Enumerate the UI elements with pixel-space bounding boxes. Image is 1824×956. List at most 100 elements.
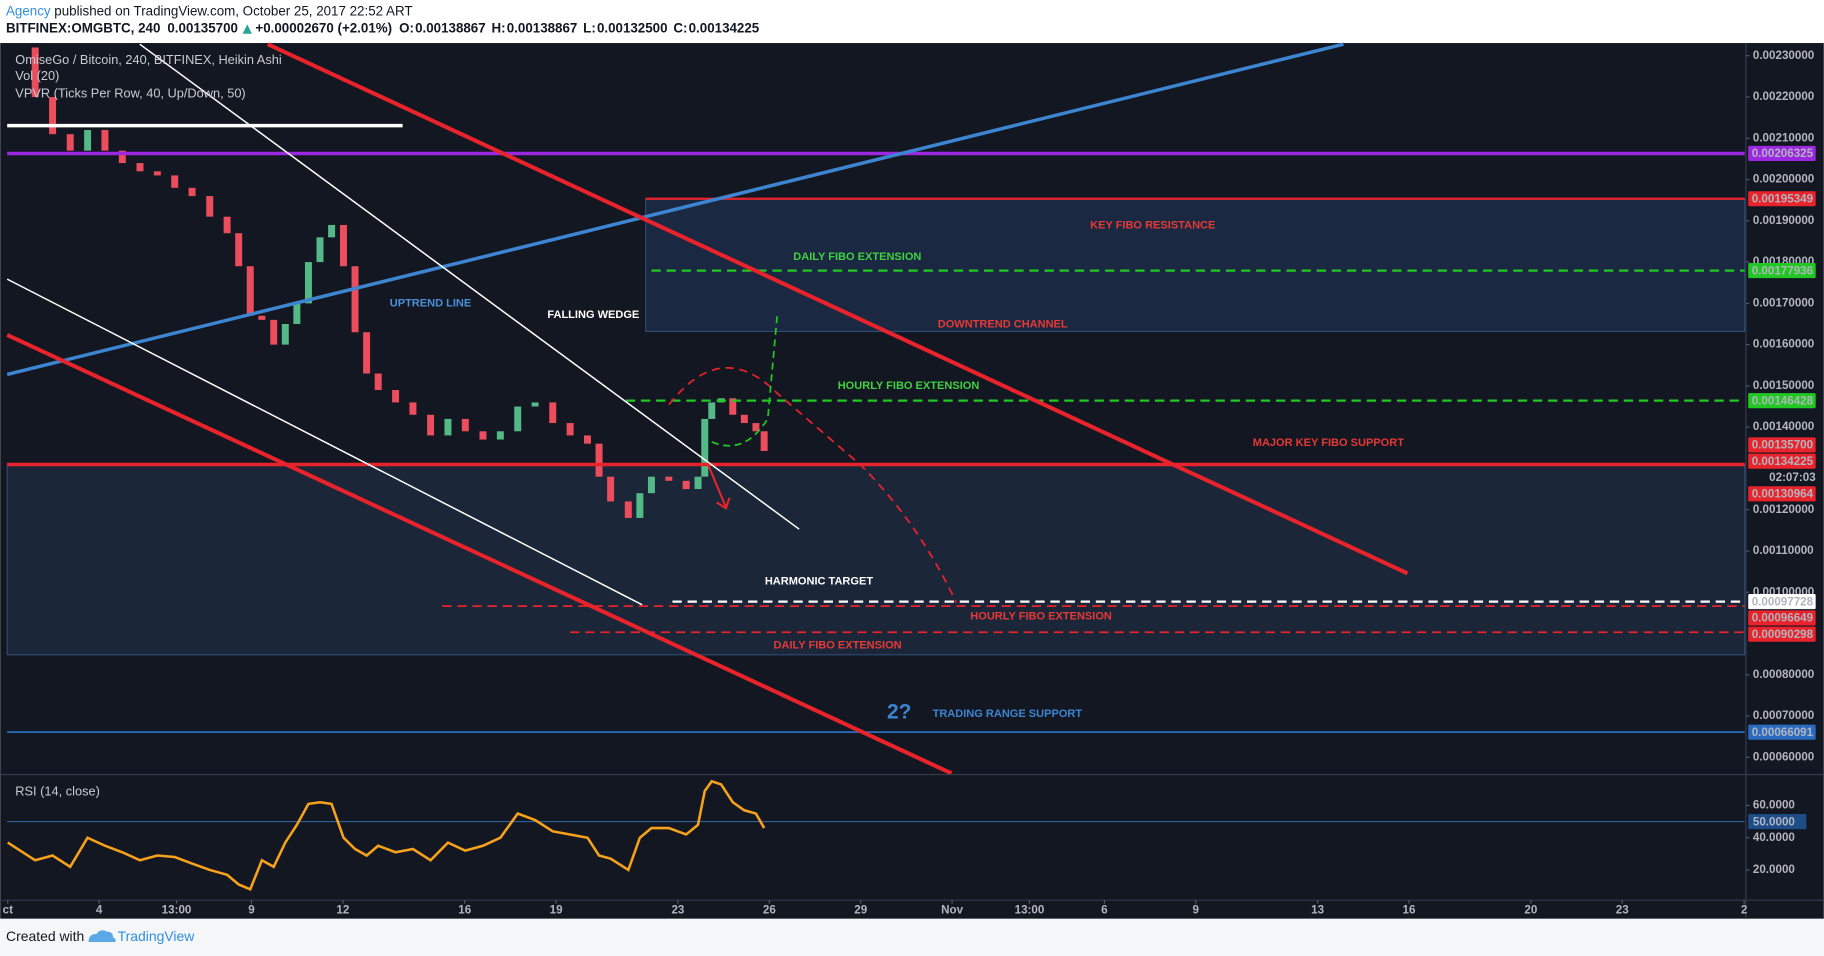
annotation: TRADING RANGE SUPPORT	[933, 708, 1083, 720]
price-label-bg	[1748, 437, 1816, 453]
x-tick-label: 16	[1403, 904, 1416, 917]
candle	[363, 332, 371, 374]
y-tick-label: 0.00110000	[1753, 544, 1814, 557]
footer: Created with TradingView	[6, 928, 195, 944]
candle	[708, 402, 716, 419]
legend: OmiseGo / Bitcoin, 240, BITFINEX, Heikin…	[15, 52, 281, 799]
candle	[496, 431, 504, 440]
candle	[223, 216, 231, 234]
candle	[682, 480, 690, 490]
rsi-y-tick-label: 40.0000	[1753, 831, 1795, 844]
x-tick-label: 26	[763, 904, 776, 917]
rsi-title: RSI (14, close)	[15, 783, 100, 798]
price-label: 0.00177936	[1752, 264, 1814, 277]
candle	[136, 163, 144, 172]
y-tick-label: 0.00120000	[1753, 503, 1814, 516]
rsi-level-bg	[1748, 814, 1807, 830]
up-arrow	[242, 24, 252, 34]
y-tick-label: 0.00140000	[1753, 420, 1814, 433]
annotation: DOWNTREND CHANNEL	[938, 318, 1068, 330]
price-label-bg	[1748, 145, 1816, 162]
price-label-bg	[1748, 263, 1816, 279]
x-tick-label: 13	[1311, 904, 1324, 917]
price-label: 0.00066091	[1752, 726, 1814, 739]
support-zone	[6, 463, 1746, 656]
uptrend-line	[6, 42, 1344, 377]
candle	[566, 423, 574, 436]
candle	[351, 266, 359, 333]
candle	[514, 406, 522, 432]
candle	[270, 319, 278, 345]
price-label: 0.00090298	[1752, 628, 1814, 641]
axes: 0.00230000 0.00220000 0.00210000 0.00200000…	[3, 49, 1815, 917]
candle	[66, 134, 74, 151]
candle	[636, 493, 644, 518]
candle	[760, 431, 768, 451]
x-tick-label: ct	[3, 904, 13, 917]
x-tick-label: 9	[248, 904, 255, 917]
author-link[interactable]: Agency	[6, 3, 51, 18]
x-tick-label: 20	[1524, 904, 1537, 917]
price-label: 0.00135700	[1752, 439, 1813, 452]
price-label-bg	[1748, 626, 1816, 642]
arrow	[706, 462, 731, 510]
price-label: 0.00195349	[1752, 192, 1814, 205]
y-tick-label: 0.00220000	[1753, 90, 1814, 103]
candle	[665, 476, 673, 481]
price-label: 0.00096649	[1752, 612, 1814, 625]
candle	[304, 262, 312, 304]
x-tick-label: 6	[1101, 904, 1108, 917]
candle	[101, 130, 109, 151]
x-tick-label: 12	[336, 904, 349, 917]
candle	[392, 390, 400, 403]
candle	[607, 476, 615, 502]
x-tick-label: 13:00	[1015, 904, 1045, 917]
x-tick-label: 19	[550, 904, 563, 917]
x-tick-label: 29	[854, 904, 867, 917]
annotation: DAILY FIBO EXTENSION	[774, 639, 902, 651]
y-tick-label: 0.00160000	[1753, 338, 1814, 351]
price-label-bg	[1748, 453, 1816, 469]
candle	[339, 224, 347, 267]
downtrend-line	[6, 333, 953, 776]
footer-text: Created with	[6, 928, 84, 944]
header: Agency published on TradingView.com, Oct…	[6, 3, 760, 35]
x-tick-label: 23	[671, 904, 684, 917]
y-tick-label: 0.00200000	[1753, 173, 1814, 186]
candle	[188, 187, 196, 197]
header-field: +0.00002670 (+2.01%)	[255, 21, 392, 36]
candle	[752, 423, 760, 432]
pane-borders	[0, 43, 1824, 919]
annotation: KEY FIBO RESISTANCE	[1090, 220, 1215, 232]
candle	[84, 130, 92, 151]
y-tick-label: 0.00230000	[1753, 49, 1814, 62]
candle	[293, 303, 301, 324]
brand-link[interactable]: TradingView	[118, 928, 196, 944]
header-field: 0.00135700	[167, 21, 238, 36]
x-tick-label: Nov	[941, 904, 963, 917]
annotation: UPTREND LINE	[390, 297, 472, 309]
price-labels: 0.00206325 0.00195349 0.00177936 0.00146428…	[1748, 145, 1816, 740]
candle	[153, 171, 161, 176]
countdown-bg	[1764, 469, 1816, 486]
annotation: FALLING WEDGE	[547, 309, 639, 321]
candle	[246, 266, 254, 316]
annotation: MAJOR KEY FIBO SUPPORT	[1253, 437, 1404, 449]
rsi-y-tick-label: 60.0000	[1753, 799, 1795, 812]
price-label: 0.00097728	[1752, 595, 1814, 608]
header-field: 0.00132500	[597, 21, 668, 36]
header-field: L:	[583, 21, 596, 36]
annotation: 2?	[887, 700, 911, 723]
published: published on TradingView.com, October 25…	[54, 3, 412, 18]
candle	[479, 431, 487, 440]
x-tick-label: 2	[1741, 904, 1747, 917]
candle	[316, 237, 324, 263]
y-tick-label: 0.00060000	[1753, 750, 1814, 763]
projection-path	[668, 366, 957, 603]
indicator-label: VPVR (Ticks Per Row, 40, Up/Down, 50)	[15, 86, 245, 101]
candle	[49, 97, 57, 135]
rsi-level-label: 50.0000	[1753, 815, 1795, 828]
candle	[531, 402, 539, 407]
candle	[374, 373, 382, 391]
